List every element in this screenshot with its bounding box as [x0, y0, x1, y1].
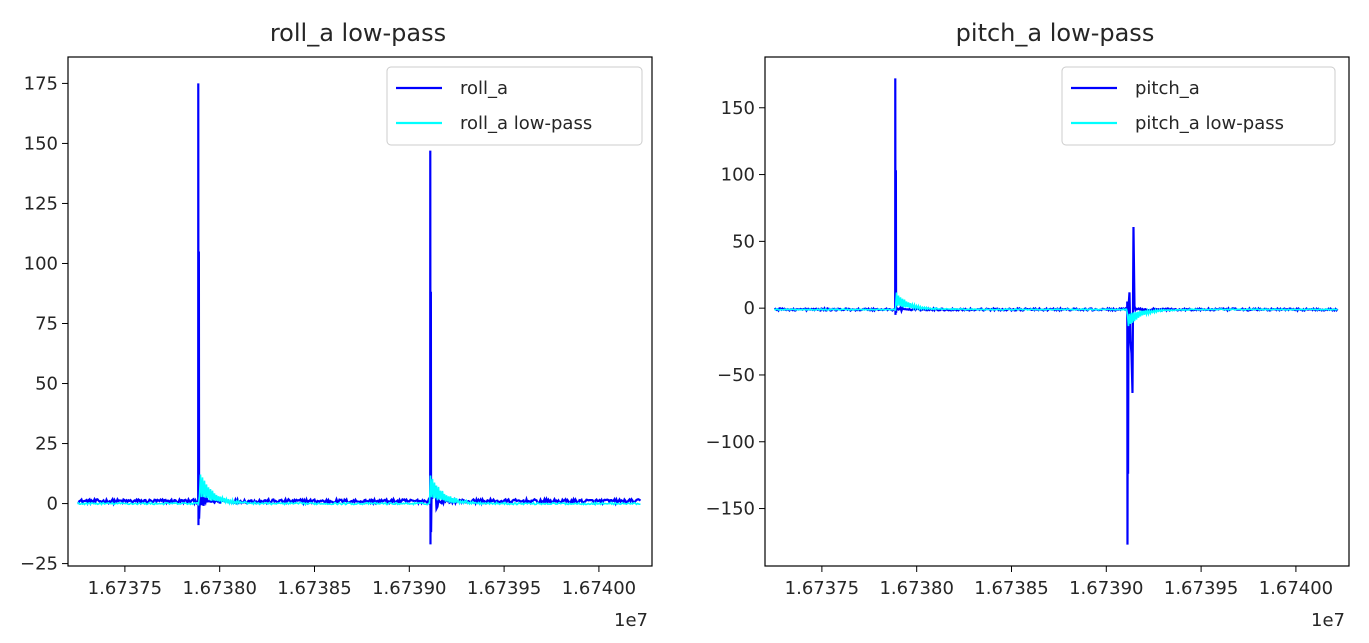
pitch-y-tick-label: 50 — [732, 231, 755, 252]
pitch-x-tick-label: 1.67375 — [785, 578, 859, 599]
pitch-x-ticks: 1.67375 1.67380 1.67385 1.67390 1.67395 1.674… — [785, 566, 1333, 599]
pitch-x-tick-label: 1.67400 — [1259, 578, 1333, 599]
pitch-x-tick-label: 1.67395 — [1164, 578, 1238, 599]
pitch-y-tick-label: 150 — [721, 98, 755, 119]
pitch-y-tick-label: 0 — [744, 298, 755, 319]
roll-series-raw-line — [77, 83, 642, 545]
roll-x-tick-label: 1.67395 — [467, 578, 541, 599]
roll-legend-label-lowpass: roll_a low-pass — [460, 113, 592, 134]
pitch-y-tick-label: −100 — [706, 432, 755, 453]
pitch-chart-title: pitch_a low-pass — [956, 19, 1155, 47]
roll-chart: roll_a low-pass 1.67375 1.67380 1.67385 1.6… — [20, 19, 653, 631]
roll-x-tick-label: 1.67375 — [88, 578, 162, 599]
roll-y-tick-label: 175 — [24, 73, 58, 94]
pitch-x-offset-label: 1e7 — [1311, 610, 1345, 631]
pitch-y-tick-label: −150 — [706, 499, 755, 520]
pitch-legend-box — [1061, 66, 1336, 146]
roll-y-tick-label: 0 — [47, 494, 58, 515]
pitch-x-tick-label: 1.67390 — [1069, 578, 1143, 599]
roll-y-tick-label: 25 — [35, 434, 58, 455]
roll-chart-series — [76, 83, 642, 545]
pitch-series-lowpass-line — [773, 292, 1338, 327]
roll-x-tick-label: 1.67380 — [182, 578, 256, 599]
pitch-legend: pitch_a pitch_a low-pass — [1061, 66, 1336, 146]
roll-y-tick-label: 150 — [24, 133, 58, 154]
roll-y-tick-label: 50 — [35, 374, 58, 395]
pitch-series-raw-line — [774, 78, 1339, 545]
roll-x-tick-label: 1.67400 — [562, 578, 636, 599]
roll-x-offset-label: 1e7 — [614, 610, 648, 631]
pitch-y-ticks: −150 −100 −50 0 50 100 150 — [706, 98, 765, 520]
pitch-chart: pitch_a low-pass 1.67375 1.67380 1.67385 1.… — [706, 19, 1350, 631]
pitch-x-tick-label: 1.67385 — [974, 578, 1048, 599]
roll-legend-label-raw: roll_a — [460, 78, 508, 99]
roll-y-tick-label: 125 — [24, 193, 58, 214]
roll-x-ticks: 1.67375 1.67380 1.67385 1.67390 1.67395 1.674… — [88, 566, 636, 599]
pitch-legend-label-raw: pitch_a — [1135, 78, 1200, 99]
pitch-x-tick-label: 1.67380 — [879, 578, 953, 599]
roll-y-tick-label: −25 — [20, 554, 58, 575]
roll-plot-frame — [67, 56, 653, 567]
roll-y-tick-label: 100 — [24, 253, 58, 274]
pitch-chart-series — [773, 78, 1339, 545]
roll-chart-title: roll_a low-pass — [270, 19, 446, 47]
roll-y-tick-label: 75 — [35, 314, 58, 335]
pitch-y-tick-label: −50 — [717, 365, 755, 386]
pitch-y-tick-label: 100 — [721, 165, 755, 186]
roll-y-ticks: −25 0 25 50 75 100 125 150 175 — [20, 73, 68, 575]
pitch-plot-frame — [764, 56, 1350, 567]
roll-series-lowpass-line — [76, 474, 641, 507]
roll-x-tick-label: 1.67385 — [277, 578, 351, 599]
roll-x-tick-label: 1.67390 — [372, 578, 446, 599]
roll-legend-box — [386, 66, 643, 146]
roll-legend: roll_a roll_a low-pass — [386, 66, 643, 146]
pitch-legend-label-lowpass: pitch_a low-pass — [1135, 113, 1284, 134]
